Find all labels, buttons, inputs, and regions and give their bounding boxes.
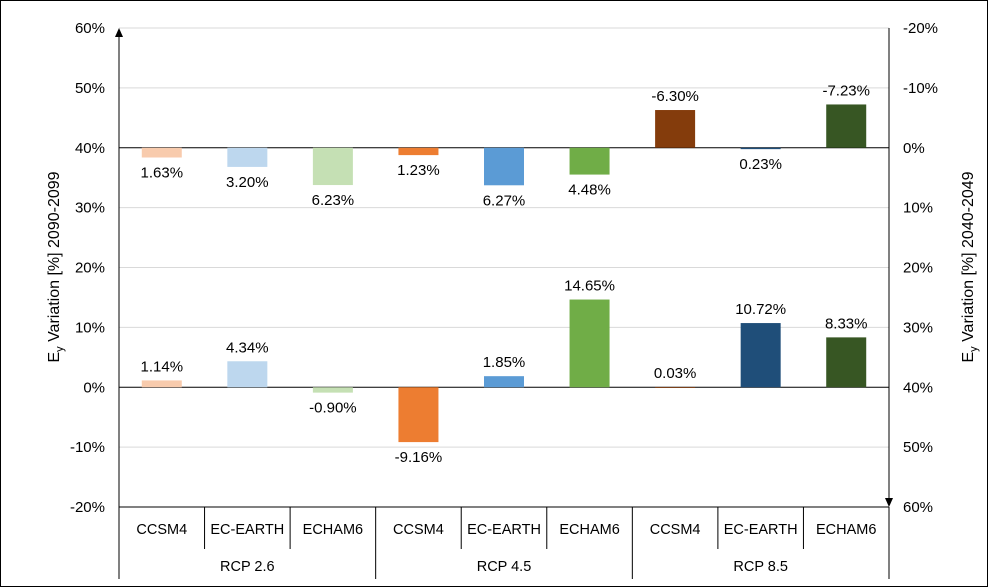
data-label: 0.03% <box>654 365 697 382</box>
bar-2040-2049 <box>227 147 268 167</box>
category-label: ECHAM6 <box>559 522 619 538</box>
left-tick-label: 0% <box>83 379 105 396</box>
bar-2090-2099 <box>141 380 182 388</box>
data-label: -9.16% <box>395 449 443 466</box>
chart-axes <box>115 28 893 579</box>
right-tick-label: 30% <box>903 319 933 336</box>
data-label: 6.23% <box>312 192 355 209</box>
left-tick-label: 40% <box>75 140 105 157</box>
data-label: 1.85% <box>483 354 526 371</box>
bar-2040-2049 <box>569 147 610 175</box>
group-label: RCP 8.5 <box>733 559 788 575</box>
group-label: RCP 4.5 <box>477 559 532 575</box>
right-tick-label: 20% <box>903 260 933 277</box>
left-tick-label: 10% <box>75 319 105 336</box>
category-label: ECHAM6 <box>303 522 363 538</box>
chart-bars <box>141 104 867 443</box>
bar-2090-2099 <box>227 361 268 388</box>
bar-2040-2049 <box>655 110 696 148</box>
right-tick-label: 60% <box>903 499 933 516</box>
data-label: 1.23% <box>397 162 440 179</box>
bar-2040-2049 <box>141 147 182 158</box>
bar-2090-2099 <box>569 299 610 388</box>
category-label: CCSM4 <box>393 522 444 538</box>
bar-2040-2049 <box>398 147 439 156</box>
bar-2040-2049 <box>484 147 524 186</box>
category-label: CCSM4 <box>136 522 187 538</box>
bar-2040-2049 <box>312 147 353 186</box>
bar-2090-2099 <box>484 376 524 388</box>
left-tick-label: 20% <box>75 260 105 277</box>
category-label: EC-EARTH <box>210 522 284 538</box>
data-label: 4.48% <box>568 182 611 199</box>
category-label: EC-EARTH <box>467 522 541 538</box>
right-tick-label: 50% <box>903 439 933 456</box>
data-label: 0.23% <box>739 156 782 173</box>
chart-grid <box>119 27 889 508</box>
data-label: 1.14% <box>141 358 184 375</box>
left-tick-label: -10% <box>70 439 105 456</box>
data-label: -7.23% <box>822 82 870 99</box>
right-axis-title: Ey Variation [%] 2040-2049 <box>960 171 980 362</box>
data-label: 10.72% <box>735 301 786 318</box>
bar-2090-2099 <box>312 387 353 393</box>
group-label: RCP 2.6 <box>220 559 275 575</box>
category-label: EC-EARTH <box>724 522 798 538</box>
right-axis-arrow <box>885 498 893 507</box>
right-tick-label: -20% <box>903 20 938 37</box>
data-label: -0.90% <box>309 400 357 417</box>
category-label: ECHAM6 <box>816 522 876 538</box>
data-label: 3.20% <box>226 174 269 191</box>
bar-2090-2099 <box>826 337 867 388</box>
bar-2040-2049 <box>740 147 781 150</box>
data-label: 6.27% <box>483 192 526 209</box>
category-label: CCSM4 <box>650 522 701 538</box>
data-label: 1.63% <box>141 165 184 182</box>
data-label: 14.65% <box>564 278 615 295</box>
bar-2090-2099 <box>740 323 781 388</box>
chart-labels: 1.14% 4.34% -0.90% -9.16% 1.85% 14.65% 0.03% 10… <box>70 20 938 575</box>
bar-2090-2099 <box>655 387 696 388</box>
right-tick-label: 40% <box>903 379 933 396</box>
right-tick-label: 0% <box>903 140 925 157</box>
data-label: 4.34% <box>226 339 269 356</box>
data-label: 8.33% <box>825 315 868 332</box>
left-tick-label: 50% <box>75 80 105 97</box>
left-axis-arrow <box>115 28 123 37</box>
data-label: -6.30% <box>651 88 699 105</box>
bar-2090-2099 <box>398 387 439 443</box>
right-tick-label: -10% <box>903 80 938 97</box>
left-tick-label: 30% <box>75 200 105 217</box>
right-tick-label: 10% <box>903 200 933 217</box>
left-axis-title: Ey Variation [%] 2090-2099 <box>46 171 66 362</box>
left-tick-label: 60% <box>75 20 105 37</box>
bar-2040-2049 <box>826 104 867 148</box>
left-tick-label: -20% <box>70 499 105 516</box>
